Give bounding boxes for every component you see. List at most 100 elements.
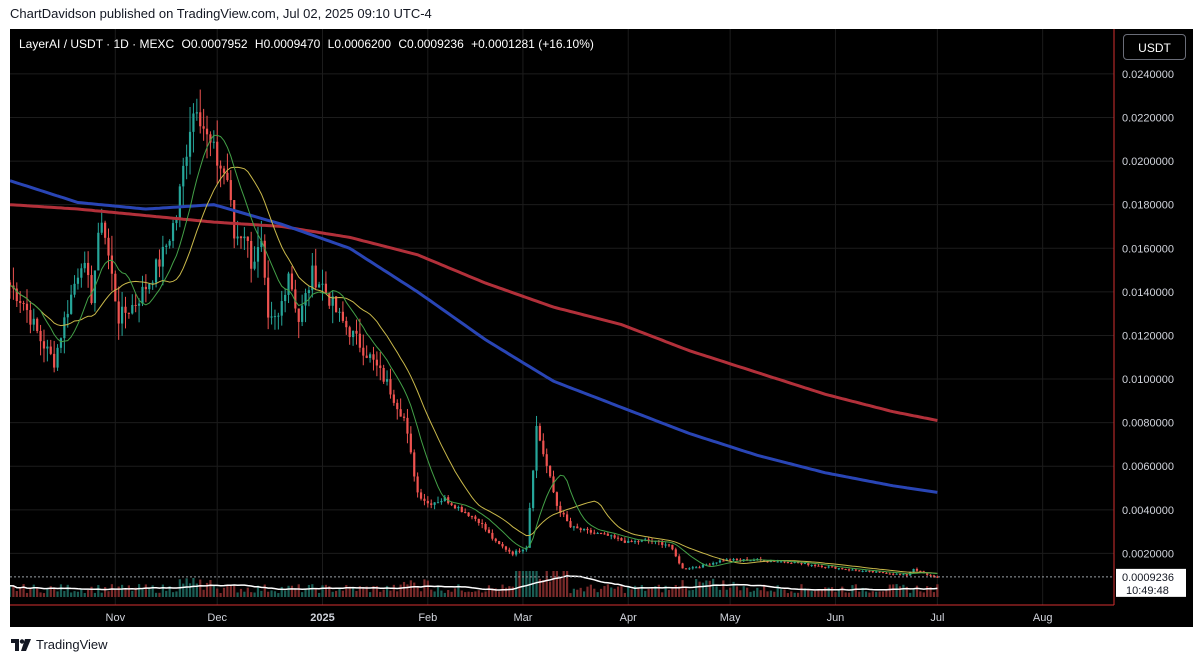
candle-body xyxy=(518,550,521,552)
volume-bar xyxy=(620,585,623,597)
candle xyxy=(134,293,137,313)
volume-bar xyxy=(287,585,290,597)
volume-bar xyxy=(698,581,701,597)
candle xyxy=(104,220,107,245)
volume-bar xyxy=(195,583,198,597)
candle xyxy=(161,235,164,286)
volume-bar xyxy=(42,593,46,597)
candle-body xyxy=(396,402,399,410)
candle xyxy=(321,269,324,301)
candle xyxy=(759,556,762,562)
volume-bar xyxy=(644,590,647,597)
currency-button[interactable]: USDT xyxy=(1123,34,1186,60)
candle xyxy=(253,246,256,271)
candle-body xyxy=(715,562,718,564)
candle xyxy=(158,249,161,278)
volume-bar xyxy=(627,586,630,597)
chart-area[interactable]: 0.0240000 0.0220000 0.0200000 0.0180000 0.01… xyxy=(10,29,1193,627)
candle-body xyxy=(627,540,630,543)
candle xyxy=(467,512,470,517)
candle-body xyxy=(66,313,69,318)
candle-body xyxy=(586,528,589,531)
candle-body xyxy=(589,530,592,533)
candle xyxy=(708,562,711,566)
candle-body xyxy=(572,526,575,528)
candle xyxy=(338,307,341,322)
candle xyxy=(436,496,440,504)
volume-bar xyxy=(413,582,416,597)
time-axis: Nov Dec 2025 Feb Mar Apr May Jun Jul Aug xyxy=(106,612,1053,624)
chart-legend: LayerAI / USDT · 1D · MEXC O0.0007952 H0… xyxy=(19,37,598,51)
candle-body xyxy=(712,562,715,565)
candle xyxy=(854,568,857,572)
candle xyxy=(552,470,555,494)
volume-bar xyxy=(715,586,718,597)
volume-bar xyxy=(338,588,341,597)
candle-body xyxy=(192,113,195,132)
candle xyxy=(239,235,243,249)
candle-body xyxy=(936,576,939,578)
candle-body xyxy=(36,318,39,331)
candle xyxy=(932,574,936,578)
volume-bar xyxy=(579,587,582,597)
candle xyxy=(219,160,222,188)
volume-bar xyxy=(93,592,97,597)
volume-bar xyxy=(97,585,100,597)
candle xyxy=(637,539,640,545)
volume-bar xyxy=(212,585,215,597)
candle xyxy=(926,573,929,576)
volume-bar xyxy=(803,588,806,597)
time-tick-label: 2025 xyxy=(310,612,334,624)
volume-bar xyxy=(922,592,925,597)
volume-bar xyxy=(572,588,575,597)
candle xyxy=(110,235,114,291)
volume-bar xyxy=(878,591,881,597)
ma-fast-yellow-line xyxy=(10,166,938,574)
price-tick-label: 0.0080000 xyxy=(1122,418,1174,430)
volume-bar xyxy=(678,586,681,597)
volume-bar xyxy=(892,584,895,597)
candle-body xyxy=(593,532,596,534)
price-chart-svg[interactable]: 0.0240000 0.0220000 0.0200000 0.0180000 0.01… xyxy=(10,29,1193,627)
volume-bar xyxy=(810,591,813,597)
candle-body xyxy=(423,498,426,501)
candle xyxy=(188,107,192,175)
volume-bar xyxy=(158,592,161,597)
volume-bar xyxy=(335,590,338,597)
candle-body xyxy=(630,540,633,542)
candle-body xyxy=(389,379,392,395)
candle-body xyxy=(929,574,932,576)
candle-body xyxy=(260,240,263,248)
candle-body xyxy=(847,569,851,571)
candle-body xyxy=(151,282,154,284)
candle-body xyxy=(426,500,429,504)
candle xyxy=(671,544,674,551)
volume-bar xyxy=(739,590,742,597)
last-price-label: 0.0009236 xyxy=(1122,572,1174,584)
volume-bar xyxy=(491,588,494,597)
volume-bar xyxy=(80,588,83,597)
volume-bar xyxy=(868,592,871,597)
candle-body xyxy=(549,465,552,477)
candle xyxy=(837,567,840,571)
candle xyxy=(667,543,671,548)
symbol-title[interactable]: LayerAI / USDT · 1D · MEXC xyxy=(19,37,175,51)
volume-bar xyxy=(362,587,365,597)
candle-body xyxy=(171,223,175,241)
volume-bar xyxy=(793,592,796,597)
candle xyxy=(572,525,575,531)
volume-bar xyxy=(226,585,229,597)
volume-bar xyxy=(871,591,874,597)
time-tick-label: Dec xyxy=(207,612,227,624)
volume-bar xyxy=(304,588,307,597)
volume-bar xyxy=(267,591,270,597)
candle-body xyxy=(742,559,745,561)
candle-body xyxy=(875,571,878,573)
candle-body xyxy=(616,537,620,539)
volume-bar xyxy=(861,587,864,597)
candle-body xyxy=(606,533,609,536)
candle xyxy=(888,572,891,575)
candle-body xyxy=(263,240,266,278)
volume-bar xyxy=(294,587,297,597)
candle xyxy=(399,398,402,417)
